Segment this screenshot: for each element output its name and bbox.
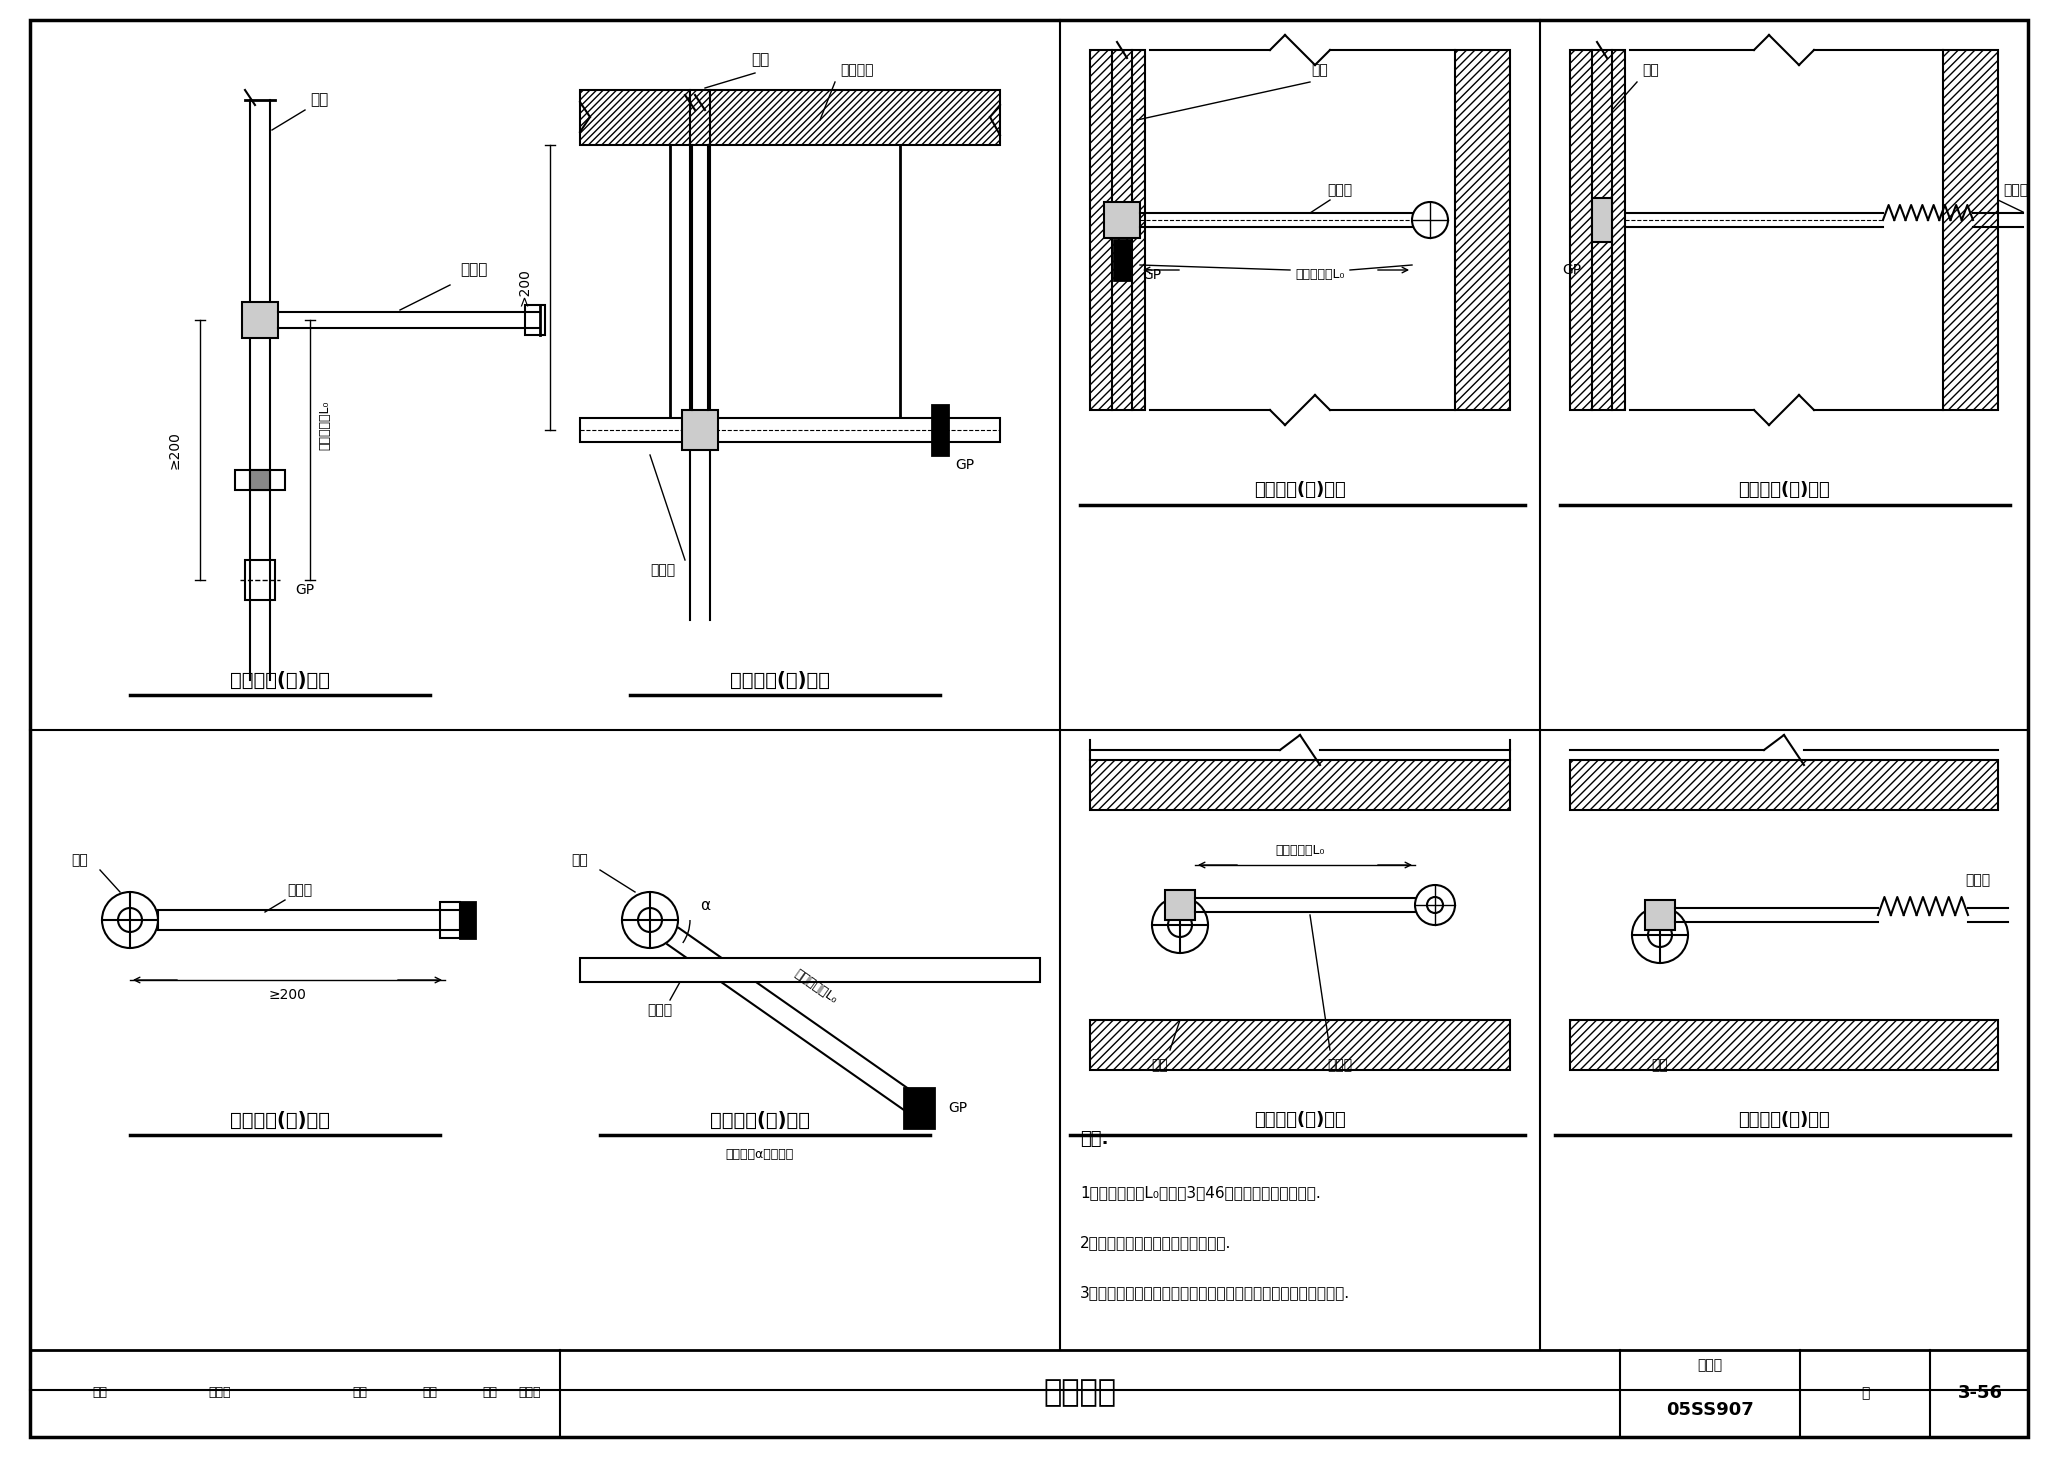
Text: 支管连接(一)立面: 支管连接(一)立面 — [229, 670, 330, 689]
Text: 支管连接(二)立面: 支管连接(二)立面 — [729, 670, 829, 689]
Bar — [1165, 890, 1194, 919]
Text: 页: 页 — [1862, 1386, 1870, 1400]
Text: 立管: 立管 — [571, 852, 588, 867]
Circle shape — [623, 892, 678, 949]
Text: 横支管: 横支管 — [461, 262, 487, 277]
Text: 横干管: 横干管 — [647, 1002, 672, 1017]
Bar — [461, 902, 475, 938]
Text: GP: GP — [954, 457, 975, 472]
Bar — [236, 471, 285, 490]
Text: 图集号: 图集号 — [1698, 1358, 1722, 1372]
Circle shape — [1632, 908, 1688, 963]
Text: 立管: 立管 — [1651, 1058, 1669, 1072]
Bar — [580, 418, 999, 441]
Text: GP: GP — [1143, 268, 1161, 283]
Bar — [1114, 240, 1130, 280]
Text: 说明:: 说明: — [1079, 1131, 1108, 1148]
Text: 首审书: 首审书 — [209, 1387, 231, 1400]
Bar — [440, 902, 461, 938]
Bar — [250, 471, 270, 490]
Text: 横干管: 横干管 — [649, 562, 676, 577]
Text: 支管连接(四)立面: 支管连接(四)立面 — [1739, 481, 1829, 498]
Text: 固定吊架: 固定吊架 — [840, 63, 874, 77]
Bar — [1104, 203, 1141, 237]
Text: 横支管: 横支管 — [1327, 184, 1352, 197]
Bar — [1090, 50, 1145, 409]
Text: 支管连接(四)平面: 支管连接(四)平面 — [1739, 1112, 1829, 1129]
Bar — [1090, 761, 1509, 810]
Text: 支管连接: 支管连接 — [1044, 1378, 1116, 1407]
Circle shape — [1427, 898, 1444, 914]
Circle shape — [639, 908, 662, 932]
Text: 设计: 设计 — [483, 1387, 498, 1400]
Bar — [1454, 50, 1509, 409]
Text: 横支管: 横支管 — [287, 883, 313, 898]
Text: GP: GP — [1563, 264, 1581, 277]
Text: 支管连接(三)立面: 支管连接(三)立面 — [1253, 481, 1346, 498]
Bar — [682, 409, 719, 450]
Circle shape — [1649, 922, 1671, 947]
Text: 横支管: 横支管 — [1327, 1058, 1352, 1072]
Bar — [1944, 50, 1999, 409]
Bar — [1645, 900, 1675, 930]
Text: ≥200: ≥200 — [168, 431, 182, 469]
Circle shape — [119, 908, 141, 932]
Text: 立管: 立管 — [72, 852, 88, 867]
Text: 支管连接(三)平面: 支管连接(三)平面 — [1253, 1112, 1346, 1129]
Text: 05SS907: 05SS907 — [1667, 1402, 1753, 1419]
Text: 横支管: 横支管 — [2003, 184, 2028, 197]
Text: 自由臂长度L₀: 自由臂长度L₀ — [319, 401, 332, 450]
Text: 支管连接(一)平面: 支管连接(一)平面 — [229, 1110, 330, 1129]
Bar — [1571, 761, 1999, 810]
Circle shape — [1167, 914, 1192, 937]
Bar — [932, 405, 948, 455]
Text: >200: >200 — [518, 268, 532, 306]
Text: 3．若满足不了自由臂要求，则应在三通引出支管处加设固定支承.: 3．若满足不了自由臂要求，则应在三通引出支管处加设固定支承. — [1079, 1285, 1350, 1300]
Bar — [1591, 198, 1612, 242]
Bar — [580, 959, 1040, 982]
Text: 黄波: 黄波 — [422, 1387, 438, 1400]
Text: 校对: 校对 — [352, 1387, 367, 1400]
Text: 审核: 审核 — [92, 1387, 106, 1400]
Text: 支管连接(二)平面: 支管连接(二)平面 — [711, 1110, 811, 1129]
Text: 自由臂长度L₀: 自由臂长度L₀ — [1276, 844, 1325, 857]
Text: 自由臂长度L₀: 自由臂长度L₀ — [793, 967, 840, 1007]
Bar — [903, 1088, 934, 1128]
Text: 立管: 立管 — [752, 52, 770, 67]
Bar — [158, 911, 461, 930]
Bar — [580, 90, 999, 146]
Text: 立管: 立管 — [1151, 1058, 1167, 1072]
Text: 2．自由臂上不宜装设其它管道附件.: 2．自由臂上不宜装设其它管道附件. — [1079, 1236, 1231, 1250]
Text: 1．自由臂长度L₀应按第3－46页的说明要求计算确定.: 1．自由臂长度L₀应按第3－46页的说明要求计算确定. — [1079, 1185, 1321, 1201]
Text: ≥200: ≥200 — [268, 988, 305, 1002]
Text: 自由臂长度L₀: 自由臂长度L₀ — [1294, 268, 1346, 281]
Text: 立管: 立管 — [1642, 63, 1659, 77]
Circle shape — [102, 892, 158, 949]
Bar — [1571, 50, 1624, 409]
Text: 注：角度α由设计定: 注：角度α由设计定 — [725, 1148, 795, 1161]
Circle shape — [1415, 884, 1454, 925]
Bar — [242, 302, 279, 338]
Text: 3-56: 3-56 — [1958, 1384, 2003, 1402]
Text: α: α — [700, 898, 711, 912]
Circle shape — [1411, 203, 1448, 237]
Bar — [1571, 1020, 1999, 1069]
Bar — [524, 305, 545, 335]
Bar — [246, 559, 274, 600]
Circle shape — [1151, 898, 1208, 953]
Text: 横支管: 横支管 — [1966, 873, 1991, 887]
Text: GP: GP — [948, 1101, 969, 1115]
Text: 同利国: 同利国 — [518, 1387, 541, 1400]
Text: GP: GP — [295, 583, 313, 597]
Text: 立管: 立管 — [309, 92, 328, 108]
Bar — [1090, 1020, 1509, 1069]
Text: 立管: 立管 — [1311, 63, 1329, 77]
